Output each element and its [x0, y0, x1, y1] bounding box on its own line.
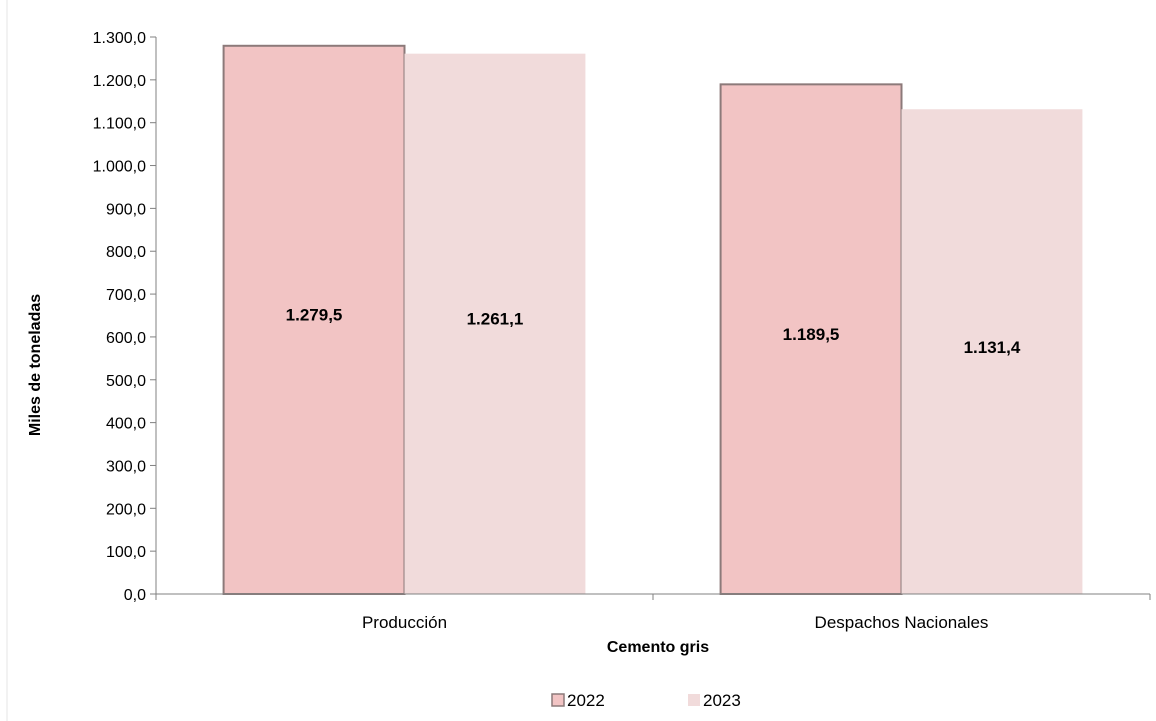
x-axis-title: Cemento gris [607, 639, 709, 656]
legend-swatch-2022 [551, 693, 565, 707]
bars-group [222, 44, 1083, 596]
y-tick-label: 200,0 [106, 501, 146, 518]
y-tick-label: 300,0 [106, 458, 146, 475]
legend-label: 2022 [567, 691, 605, 710]
data-label: 1.189,5 [783, 325, 840, 344]
y-tick-label: 900,0 [106, 201, 146, 218]
y-tick-label: 1.300,0 [93, 30, 146, 47]
x-axis: Producción Despachos Nacionales [155, 593, 1151, 632]
y-tick-label: 600,0 [106, 330, 146, 347]
y-tick-label: 500,0 [106, 373, 146, 390]
legend: 2022 2023 [551, 691, 741, 710]
x-category-label: Despachos Nacionales [815, 613, 989, 632]
y-tick-label: 700,0 [106, 287, 146, 304]
legend-label: 2023 [703, 691, 741, 710]
data-label: 1.279,5 [286, 305, 343, 324]
legend-swatch-2023 [688, 694, 700, 706]
y-axis-title: Miles de toneladas [27, 294, 44, 436]
data-labels: 1.279,5 1.261,1 1.189,5 1.131,4 [286, 305, 1021, 356]
y-tick-label: 400,0 [106, 416, 146, 433]
y-tick-label: 0,0 [124, 587, 146, 604]
y-tick-label: 1.200,0 [93, 73, 146, 90]
data-label: 1.261,1 [467, 309, 524, 328]
bar-2023 [404, 53, 586, 594]
y-tick-label: 800,0 [106, 244, 146, 261]
y-tick-label: 1.100,0 [93, 116, 146, 133]
y-tick-label: 1.000,0 [93, 159, 146, 176]
data-label: 1.131,4 [964, 338, 1021, 357]
y-axis: 0,0 100,0 200,0 300,0 400,0 500,0 600,0 700,0 80… [93, 30, 157, 604]
y-tick-label: 100,0 [106, 544, 146, 561]
bar-2023 [901, 109, 1083, 594]
x-category-label: Producción [362, 613, 447, 632]
